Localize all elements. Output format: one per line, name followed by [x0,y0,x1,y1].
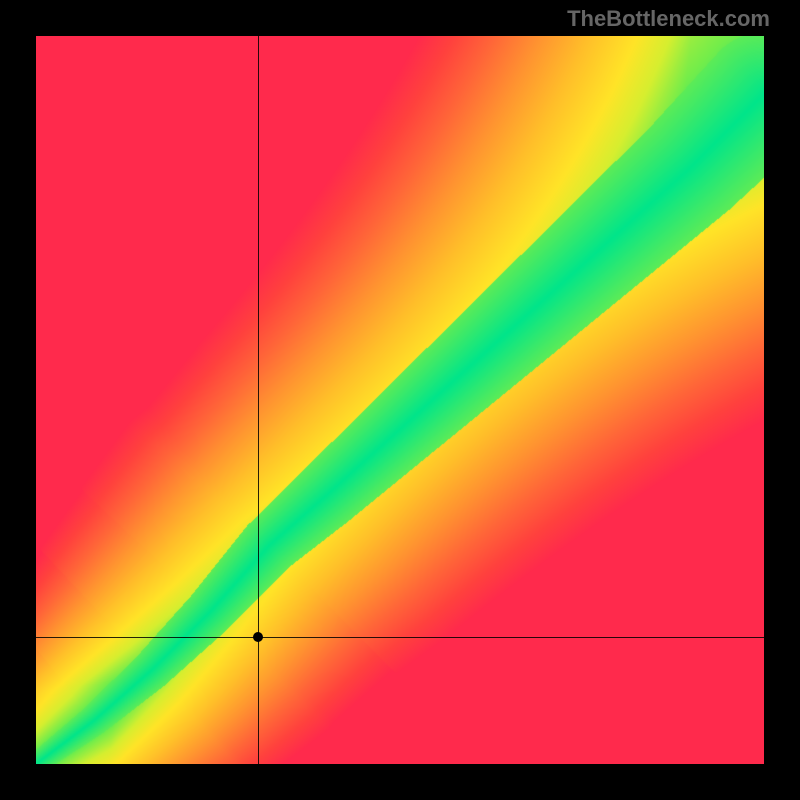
watermark-text: TheBottleneck.com [567,6,770,32]
crosshair-marker [253,632,263,642]
crosshair-horizontal [36,637,764,638]
heatmap-canvas [36,36,764,764]
heatmap-plot [36,36,764,764]
crosshair-vertical [258,36,259,764]
